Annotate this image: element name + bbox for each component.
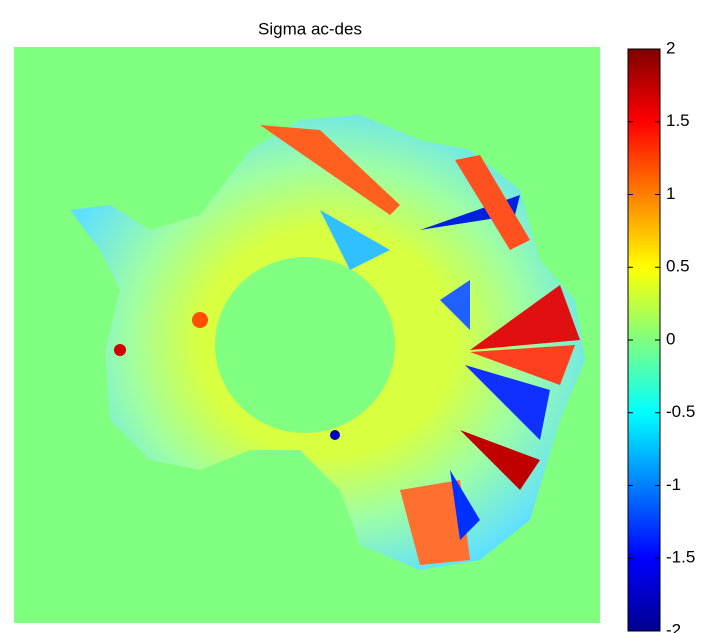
- patch: [192, 312, 208, 328]
- patch: [114, 344, 126, 356]
- colorbar-tick-label: 0: [666, 329, 675, 348]
- colorbar-tick-label: 0.5: [666, 257, 690, 276]
- colorbar-tick-label: 1.5: [666, 111, 690, 130]
- chart-title: Sigma ac-des: [258, 19, 362, 38]
- figure: Sigma ac-des 2 1.5 1 0.5 0 -0.5 -1 -1.5 -2: [0, 0, 723, 633]
- patch: [330, 430, 340, 440]
- colorbar: 2 1.5 1 0.5 0 -0.5 -1 -1.5 -2: [628, 38, 695, 633]
- inner-hole: [215, 257, 395, 433]
- page: {"chart_data": {"type": "image", "title"…: [0, 0, 723, 633]
- colorbar-tick-label: 2: [666, 38, 675, 57]
- colorbar-tick-label: -0.5: [666, 402, 695, 421]
- colorbar-tick-label: -2: [666, 620, 681, 633]
- colorbar-tick-label: -1: [666, 475, 681, 494]
- colorbar-tick-label: 1: [666, 184, 675, 203]
- colorbar-tick-label: -1.5: [666, 548, 695, 567]
